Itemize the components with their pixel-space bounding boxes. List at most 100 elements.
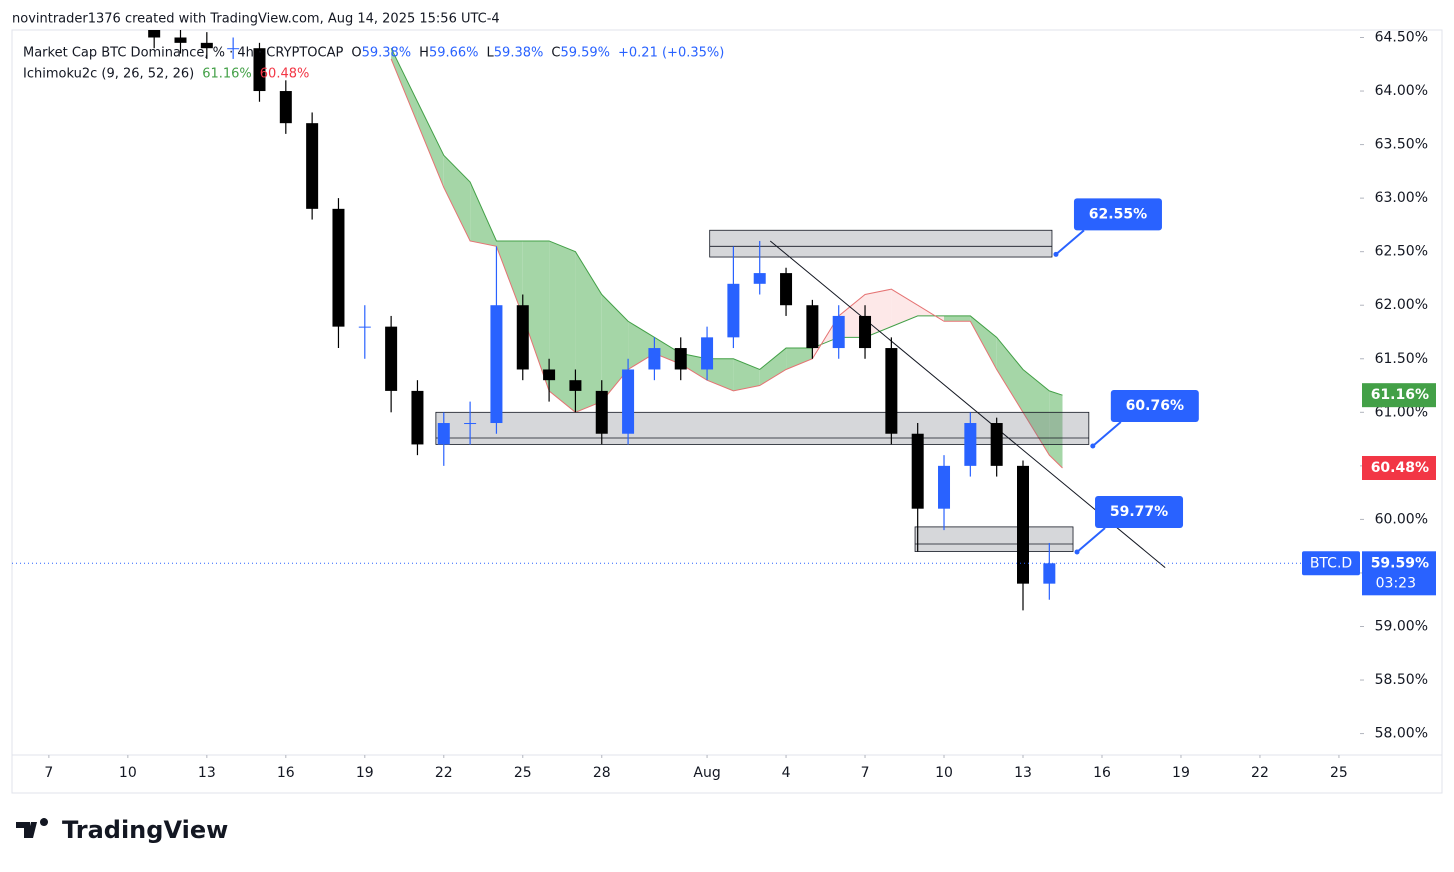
callout-box — [1095, 496, 1184, 529]
countdown: 03:23 — [1376, 575, 1416, 591]
candle-body — [227, 48, 240, 50]
candle-body — [174, 37, 187, 43]
cloud-line — [390, 58, 1063, 469]
callout-label: 59.77% — [1110, 504, 1168, 520]
callout-dot — [1053, 251, 1059, 257]
x-tick-label: 16 — [1093, 765, 1111, 781]
callout-label: 62.55% — [1089, 206, 1147, 222]
candle-body — [332, 208, 345, 327]
y-tick-label: 61.00% — [1375, 404, 1428, 420]
y-tick-label: 64.00% — [1375, 83, 1428, 99]
legend-o-key: O — [351, 46, 361, 61]
candle-body — [780, 273, 793, 306]
x-tick-label: 7 — [861, 765, 870, 781]
callout-box — [1110, 390, 1199, 423]
credit: novintrader1376 created with TradingView… — [12, 12, 500, 27]
legend-lead-a: 61.16% — [202, 67, 252, 82]
candle-body — [990, 423, 1003, 466]
cloud-line — [390, 47, 1063, 396]
legend-l: 59.38% — [494, 46, 544, 61]
legend-indicator: Ichimoku2c (9, 26, 52, 26) — [23, 67, 194, 82]
candle-body — [253, 48, 266, 92]
callout-pointer — [1076, 527, 1106, 553]
cloud-fill — [654, 337, 681, 365]
candle-body — [569, 380, 582, 391]
legend-h-key: H — [419, 46, 429, 61]
candle-body — [1043, 563, 1056, 584]
y-tick-label: 59.00% — [1375, 618, 1428, 634]
candle-body — [385, 326, 398, 391]
x-tick-label: 10 — [119, 765, 137, 781]
cloud-fill — [522, 240, 550, 391]
candle-body — [674, 348, 687, 370]
x-tick-label: 22 — [435, 765, 453, 781]
cloud-fill — [891, 289, 918, 327]
candle-body — [964, 423, 977, 466]
overlay: 58.00%58.50%59.00%59.50%60.00%60.50%61.0… — [23, 29, 1436, 781]
cloud-fill — [838, 294, 866, 338]
y-tick-label: 63.50% — [1375, 137, 1428, 153]
cloud-fill — [996, 337, 1023, 413]
cloud-fill — [443, 155, 471, 241]
x-tick-label: 13 — [198, 765, 216, 781]
indicator-tag-label: 61.16% — [1371, 387, 1429, 403]
x-tick-label: 25 — [514, 765, 532, 781]
cloud-fill — [1049, 390, 1063, 468]
candle-body — [464, 423, 477, 425]
symbol-tag — [1302, 551, 1360, 576]
cloud-fill — [549, 240, 576, 413]
legend-o: 59.38% — [362, 46, 412, 61]
legend-h: 59.66% — [429, 46, 479, 61]
x-tick-label: Aug — [693, 765, 720, 781]
cloud-fill — [601, 294, 629, 402]
cloud-fill — [417, 101, 444, 188]
y-tick-label: 64.50% — [1375, 29, 1428, 45]
indicator-tag — [1362, 455, 1436, 480]
candle-body — [543, 369, 556, 381]
candle-body — [595, 390, 608, 434]
legend-lead-b: 60.48% — [260, 67, 310, 82]
y-tick-label: 58.50% — [1375, 672, 1428, 688]
price-tag — [1362, 551, 1436, 596]
legend-l-key: L — [487, 46, 495, 61]
candle-body — [727, 283, 740, 338]
y-tick-label: 62.00% — [1375, 297, 1428, 313]
candle-body — [411, 390, 424, 445]
y-tick-label: 60.00% — [1375, 511, 1428, 527]
candle-body — [885, 348, 898, 434]
x-tick-label: 19 — [356, 765, 374, 781]
x-tick-label: 7 — [44, 765, 53, 781]
candle-body — [279, 91, 292, 124]
legend-c: 59.59% — [560, 46, 610, 61]
candle-body — [200, 42, 213, 49]
candle-body — [516, 305, 529, 370]
x-tick-label: 16 — [277, 765, 295, 781]
x-tick-label: 10 — [935, 765, 953, 781]
x-tick-label: 19 — [1172, 765, 1190, 781]
logo: TradingView — [16, 816, 228, 844]
cloud-fill — [786, 348, 813, 370]
cloud-fill — [470, 182, 497, 247]
callout-dot — [1074, 549, 1080, 555]
candle-body — [832, 315, 845, 349]
cloud-fill — [391, 48, 418, 124]
zone — [709, 229, 1053, 258]
cloud-fill — [575, 251, 602, 413]
y-tick-label: 62.50% — [1375, 244, 1428, 260]
callout-box — [1073, 198, 1162, 231]
chart-frame — [11, 29, 1443, 794]
x-tick-label: 28 — [593, 765, 611, 781]
candle-body — [306, 123, 319, 209]
callout-pointer — [1055, 229, 1085, 256]
zone — [435, 411, 1090, 445]
x-tick-label: 4 — [782, 765, 791, 781]
x-tick-label: 22 — [1251, 765, 1269, 781]
cloud-fill — [970, 315, 997, 370]
candle-body — [648, 348, 661, 370]
candle-body — [911, 433, 924, 509]
legend-c-key: C — [551, 46, 560, 61]
price-label: 59.59% — [1371, 555, 1429, 571]
candle-body — [437, 423, 450, 445]
candle-body — [622, 369, 635, 434]
